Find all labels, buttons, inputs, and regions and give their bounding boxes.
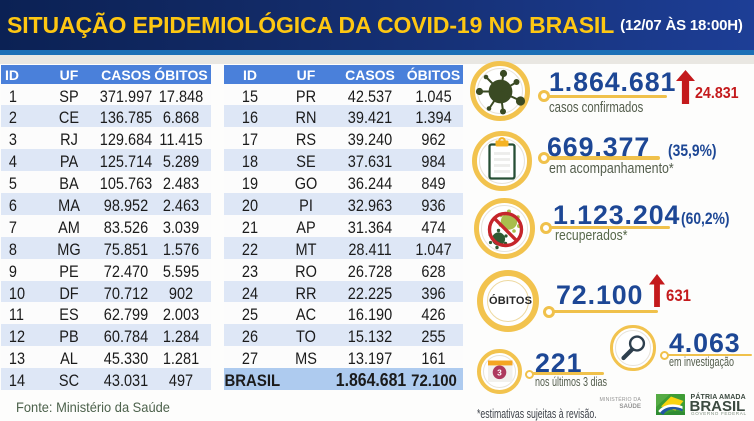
svg-text:3: 3	[497, 367, 502, 377]
